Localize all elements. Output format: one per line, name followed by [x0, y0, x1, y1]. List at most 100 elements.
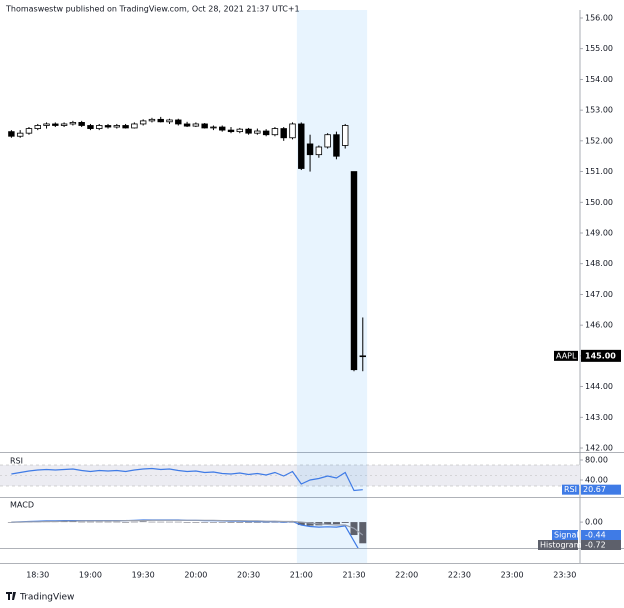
candle-body — [306, 143, 314, 156]
candle-body — [236, 128, 244, 133]
histogram-bar — [122, 522, 130, 523]
histogram-bar — [236, 522, 244, 523]
value-tag-bg — [581, 530, 621, 540]
price-tag-bg — [581, 484, 621, 495]
last-price: 145.00 — [585, 351, 616, 360]
candle-body — [139, 120, 147, 125]
histogram-bar — [306, 522, 314, 526]
candle-body — [245, 128, 252, 134]
candle-body — [289, 123, 296, 139]
candle-body — [60, 123, 68, 126]
y-tick-label: 156.00 — [585, 13, 613, 22]
histogram-bar — [209, 522, 217, 523]
last-price-bg — [581, 349, 621, 362]
price-tag: 20.67 — [583, 485, 606, 494]
candle-body — [192, 123, 200, 127]
candle-body — [271, 128, 279, 136]
price-tag-bg — [562, 484, 579, 495]
y-tick-label: 0.00 — [585, 518, 603, 527]
y-tick-label: 143.00 — [585, 413, 613, 422]
price-tag: RSI — [564, 485, 577, 494]
histogram-bar — [253, 522, 261, 523]
x-tick-label: 19:30 — [132, 571, 155, 580]
candle-body — [96, 125, 103, 129]
candle-body — [69, 122, 77, 125]
x-tick-label: 23:30 — [553, 571, 576, 580]
candle-body — [8, 131, 15, 137]
candle-body — [201, 123, 208, 129]
histogram-bar — [148, 521, 156, 523]
candle-body — [131, 123, 138, 129]
y-tick-label: 80.00 — [585, 456, 608, 465]
histogram-bar — [245, 522, 253, 523]
candle-body — [227, 129, 235, 133]
x-tick-label: 22:00 — [395, 571, 418, 580]
y-tick-label: 148.00 — [585, 259, 613, 268]
x-tick-label: 23:00 — [501, 571, 524, 580]
y-tick-label: 153.00 — [585, 106, 613, 115]
candle-body — [87, 125, 94, 129]
symbol-tag: AAPL — [556, 351, 577, 360]
histogram-bar — [201, 522, 209, 523]
y-tick-label: 144.00 — [585, 382, 613, 391]
candle-body — [166, 119, 173, 123]
y-tick-label: 152.00 — [585, 136, 613, 145]
symbol-tag-bg — [554, 350, 578, 361]
candle-body — [262, 130, 270, 136]
histogram-bar — [324, 522, 332, 525]
y-tick-label: 40.00 — [585, 476, 608, 485]
histogram-bar — [218, 522, 226, 523]
macd-line — [11, 519, 364, 536]
logo-icon — [6, 592, 16, 600]
value-tag: -0.72 — [585, 541, 606, 550]
rsi-line — [11, 467, 363, 492]
legend-tag-bg — [538, 540, 578, 550]
candle-body — [210, 126, 217, 129]
x-tick-label: 20:00 — [184, 571, 207, 580]
value-tag-bg — [581, 540, 621, 550]
histogram-bar — [157, 521, 165, 523]
candle-body — [315, 146, 323, 156]
histogram-bar — [227, 522, 235, 523]
histogram-bar — [78, 521, 86, 523]
candle-body — [104, 125, 112, 128]
candle-body — [350, 171, 358, 371]
candle-body — [78, 122, 85, 126]
candle-body — [34, 125, 41, 129]
candle-body — [254, 130, 261, 134]
candle-body — [113, 125, 121, 128]
x-tick-label: 19:00 — [79, 571, 102, 580]
candle-body — [341, 125, 349, 146]
histogram-bar — [86, 521, 94, 523]
candle-body — [43, 123, 50, 126]
value-tag: -0.44 — [585, 531, 606, 540]
x-tick-label: 20:30 — [237, 571, 260, 580]
pane-title: RSI — [10, 457, 23, 466]
candle-body — [280, 128, 287, 139]
footer: TradingView — [19, 593, 74, 603]
histogram-bar — [359, 522, 367, 544]
histogram-bar — [297, 522, 305, 526]
histogram-bar — [130, 521, 138, 523]
histogram-bar — [341, 522, 349, 523]
legend-tag-bg — [552, 530, 578, 540]
y-tick-label: 149.00 — [585, 228, 613, 237]
x-tick-label: 22:30 — [448, 571, 471, 580]
candle-body — [25, 128, 33, 134]
macd-plot — [7, 519, 367, 548]
histogram-bar — [271, 522, 279, 523]
candle-body — [298, 123, 305, 169]
histogram-bar — [288, 522, 297, 523]
candle-body — [157, 118, 164, 123]
histogram-bar — [166, 521, 174, 523]
histogram-bar — [183, 522, 191, 523]
x-tick-label: 21:00 — [290, 571, 313, 580]
x-tick-label: 18:30 — [26, 571, 49, 580]
candle-body — [148, 118, 156, 122]
candle-body — [52, 123, 59, 126]
candle-body — [183, 123, 191, 127]
y-tick-label: 150.00 — [585, 198, 613, 207]
y-tick-label: 147.00 — [585, 290, 613, 299]
header-bar — [0, 0, 624, 18]
